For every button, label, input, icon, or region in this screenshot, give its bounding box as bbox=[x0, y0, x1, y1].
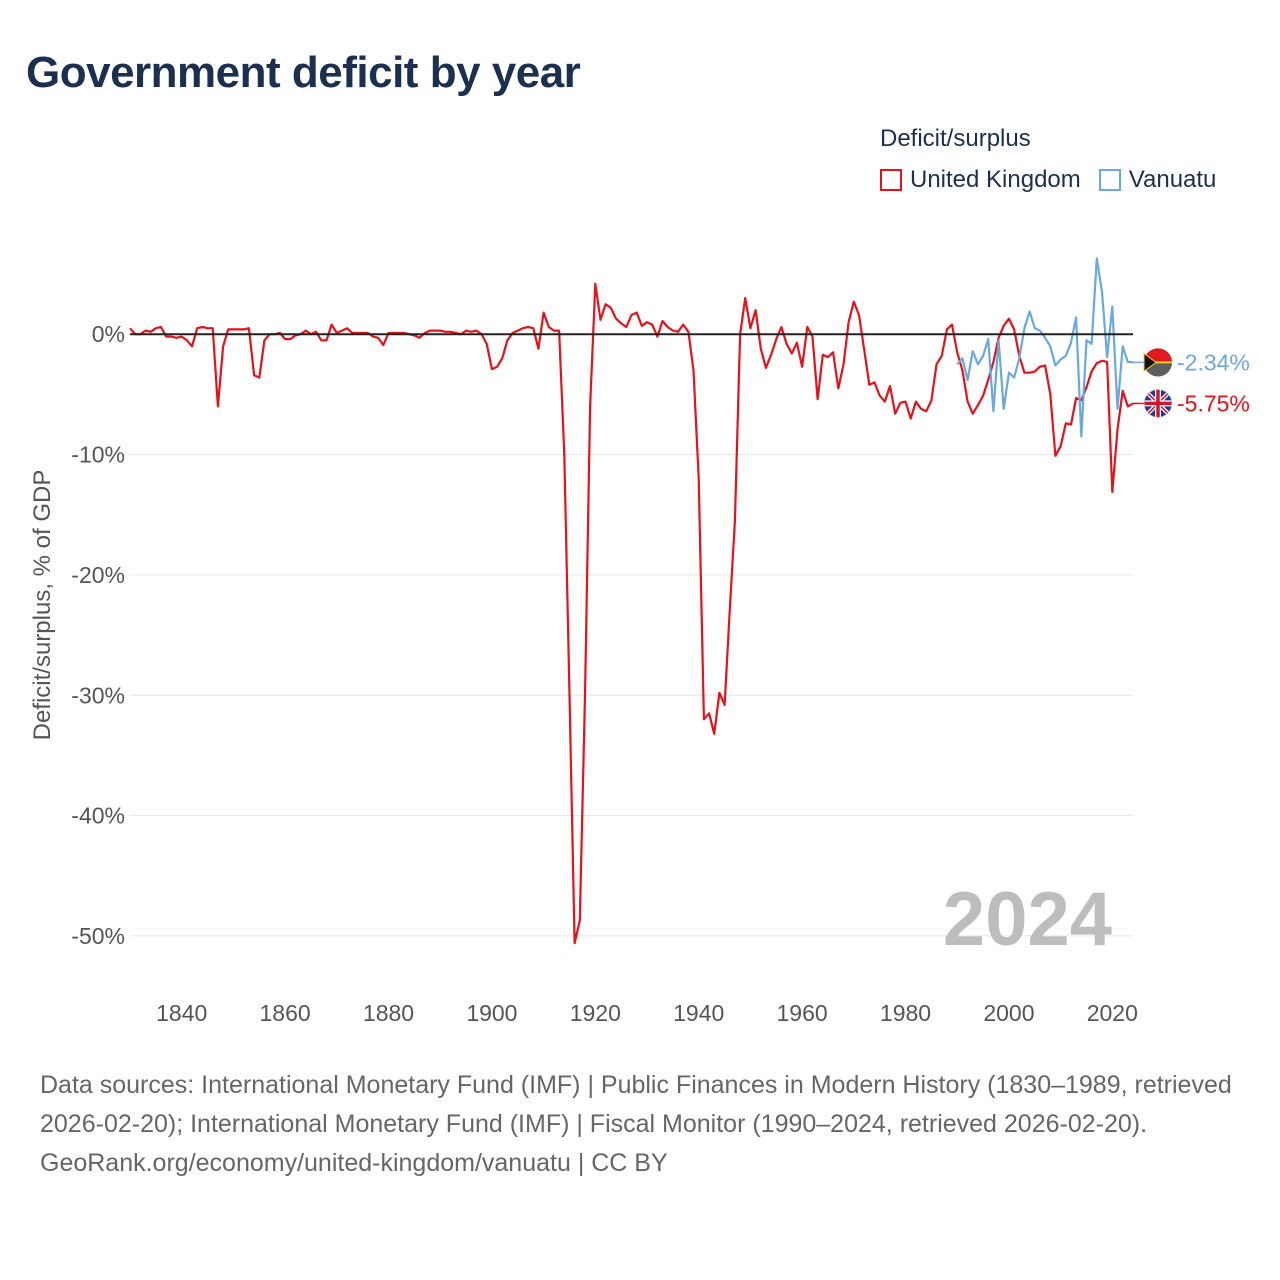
x-tick-label: 1960 bbox=[777, 1000, 828, 1026]
legend: United Kingdom Vanuatu bbox=[880, 166, 1234, 194]
end-value-label: -2.34% bbox=[1177, 349, 1250, 375]
x-tick-label: 1940 bbox=[673, 1000, 724, 1026]
y-axis-label: Deficit/surplus, % of GDP bbox=[29, 470, 56, 741]
legend-swatch-vanuatu bbox=[1098, 169, 1121, 191]
uk-flag-icon bbox=[1143, 389, 1173, 418]
end-value-label: -5.75% bbox=[1177, 390, 1250, 416]
flag-outline bbox=[1143, 389, 1173, 418]
series-line-vanuatu bbox=[956, 257, 1134, 438]
x-tick-label: 1840 bbox=[156, 1000, 207, 1026]
x-tick-label: 2000 bbox=[983, 1000, 1034, 1026]
legend-item-vanuatu[interactable]: Vanuatu bbox=[1098, 166, 1217, 194]
flag-triangle bbox=[1143, 352, 1157, 373]
credit-link[interactable]: GeoRank.org/economy/united-kingdom/vanua… bbox=[40, 1149, 668, 1177]
x-tick-label: 1860 bbox=[260, 1000, 311, 1026]
data-sources: Data sources: International Monetary Fun… bbox=[40, 1071, 1232, 1138]
y-tick-label: -50% bbox=[71, 923, 125, 949]
footer: Data sources: International Monetary Fun… bbox=[40, 1066, 1240, 1183]
legend-label: Vanuatu bbox=[1128, 166, 1217, 193]
legend-label: United Kingdom bbox=[910, 166, 1081, 193]
y-tick-label: -30% bbox=[71, 682, 125, 708]
x-tick-label: 1980 bbox=[880, 1000, 931, 1026]
legend-swatch-united-kingdom bbox=[880, 169, 902, 191]
line-chart: 0% -10% -20% -30% -40% -50% 1840 1860 1880 1900 19… bbox=[29, 257, 1250, 1026]
legend-item-united-kingdom[interactable]: United Kingdom bbox=[880, 166, 1081, 194]
y-tick-label: -40% bbox=[71, 803, 125, 829]
x-tick-label: 2020 bbox=[1087, 1000, 1138, 1026]
x-tick-label: 1880 bbox=[363, 1000, 414, 1026]
series-line-united-kingdom bbox=[129, 282, 1134, 945]
vanuatu-flag-icon bbox=[1143, 348, 1172, 377]
x-tick-label: 1920 bbox=[570, 1000, 621, 1026]
x-tick-label: 1900 bbox=[466, 1000, 517, 1026]
page-title: Government deficit by year bbox=[26, 48, 581, 97]
y-tick-label: -10% bbox=[71, 442, 125, 468]
y-tick-label: 0% bbox=[92, 321, 125, 347]
legend-title: Deficit/surplus bbox=[880, 125, 1031, 152]
year-label: 2024 bbox=[943, 877, 1112, 962]
y-tick-label: -20% bbox=[71, 562, 125, 588]
